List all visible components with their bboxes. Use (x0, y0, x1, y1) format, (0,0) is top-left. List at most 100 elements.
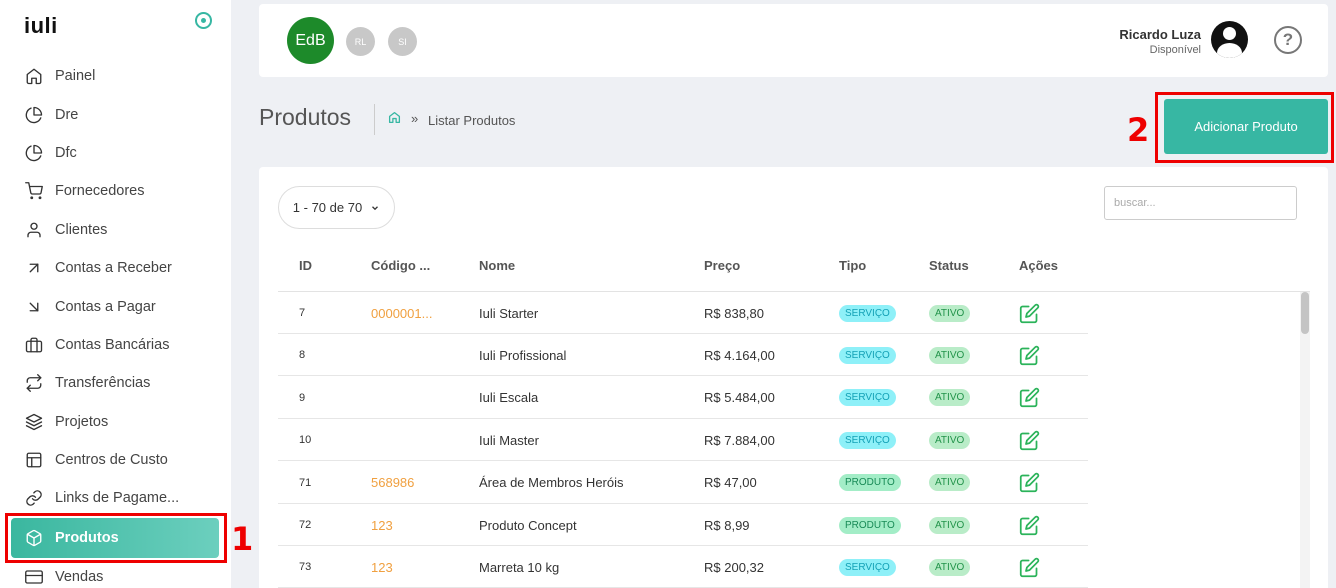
cell-price: R$ 8,99 (704, 517, 750, 533)
home-icon (24, 66, 44, 86)
user-avatar[interactable] (1211, 21, 1248, 58)
status-badge: ATIVO (929, 431, 971, 449)
type-badge: PRODUTO (839, 516, 901, 534)
sidebar-item-label: Fornecedores (55, 183, 145, 200)
cell-code: 568986 (371, 475, 415, 491)
link-icon (24, 488, 44, 508)
cell-code: 0000001... (371, 305, 433, 321)
annotation-box-1 (5, 513, 227, 563)
sidebar-item-label: Clientes (55, 221, 108, 238)
pagination-select[interactable]: 1 - 70 de 70 (278, 186, 395, 229)
cell-id: 10 (299, 434, 312, 447)
cell-code: 123 (371, 559, 393, 575)
page-title: Produtos (259, 104, 352, 130)
company-avatar[interactable]: RL (346, 27, 375, 56)
company-avatar[interactable]: SI (388, 27, 417, 56)
arrow-up-right-icon (24, 258, 44, 278)
edit-icon[interactable] (1019, 546, 1040, 588)
cell-price: R$ 5.484,00 (704, 390, 775, 406)
table-row: 9 Iuli Escala R$ 5.484,00 SERVIÇO ATIVO (278, 377, 1088, 419)
user-name[interactable]: Ricardo Luza (1119, 27, 1201, 42)
breadcrumb: Listar Produtos (428, 113, 516, 128)
pie-chart-icon (24, 105, 44, 125)
annotation-box-2 (1155, 92, 1334, 163)
table-header: ID Código ... Nome Preço Tipo Status Açõ… (278, 248, 1310, 292)
sidebar-item-links-de-pagamento[interactable]: Links de Pagame... (0, 479, 231, 517)
column-header-codigo[interactable]: Código ... (371, 258, 431, 273)
sidebar-item-contas-a-pagar[interactable]: Contas a Pagar (0, 287, 231, 325)
sidebar-item-dre[interactable]: Dre (0, 95, 231, 133)
cell-id: 71 (299, 476, 312, 489)
sidebar-item-produtos[interactable]: Produtos (11, 517, 219, 558)
chevron-down-icon (372, 205, 379, 210)
layers-icon (24, 412, 44, 432)
cart-icon (24, 181, 44, 201)
table-row: 8 Iuli Profissional R$ 4.164,00 SERVIÇO ATIV… (278, 334, 1088, 377)
sidebar-item-label: Dre (55, 106, 79, 123)
pie-chart-icon (24, 143, 44, 163)
scrollbar-track[interactable] (1300, 292, 1310, 588)
settings-circle-icon[interactable] (195, 12, 212, 29)
sidebar-item-projetos[interactable]: Projetos (0, 403, 231, 441)
sidebar-item-dfc[interactable]: Dfc (0, 134, 231, 172)
title-divider (374, 104, 375, 135)
sidebar-item-label: Dfc (55, 144, 77, 161)
search-input[interactable] (1104, 186, 1297, 220)
edit-icon[interactable] (1019, 462, 1040, 504)
column-header-status[interactable]: Status (929, 258, 969, 273)
cell-name: Iuli Escala (479, 390, 539, 406)
scrollbar-thumb[interactable] (1301, 292, 1309, 334)
home-icon[interactable] (388, 111, 401, 129)
help-icon[interactable]: ? (1274, 26, 1302, 54)
box-icon (24, 528, 44, 548)
sidebar-item-transferencias[interactable]: Transferências (0, 364, 231, 402)
sidebar-item-label: Produtos (55, 529, 119, 546)
edit-icon[interactable] (1019, 292, 1040, 334)
table-row: 73 123 Marreta 10 kg R$ 200,32 SERVIÇO ATIVO (278, 546, 1088, 588)
status-badge: ATIVO (929, 558, 971, 576)
status-badge: ATIVO (929, 516, 971, 534)
sidebar-item-fornecedores[interactable]: Fornecedores (0, 172, 231, 210)
cell-id: 7 (299, 307, 306, 319)
type-badge: PRODUTO (839, 474, 901, 492)
cell-id: 8 (299, 349, 306, 362)
sidebar-item-contas-a-receber[interactable]: Contas a Receber (0, 249, 231, 287)
edit-icon[interactable] (1019, 377, 1040, 419)
edit-icon[interactable] (1019, 419, 1040, 461)
sidebar-item-label: Contas a Pagar (55, 298, 156, 315)
column-header-tipo[interactable]: Tipo (839, 258, 867, 273)
sidebar-item-centros-de-custo[interactable]: Centros de Custo (0, 441, 231, 479)
type-badge: SERVIÇO (839, 558, 896, 576)
arrow-down-right-icon (24, 297, 44, 317)
column-header-id[interactable]: ID (299, 258, 312, 273)
sidebar-nav: Painel Dre Dfc Fornecedores Clientes Con… (0, 57, 231, 588)
table-row: 71 568986 Área de Membros Heróis R$ 47,00 PR… (278, 462, 1088, 504)
cell-name: Iuli Profissional (479, 347, 567, 363)
edit-icon[interactable] (1019, 504, 1040, 546)
column-header-preco[interactable]: Preço (704, 258, 741, 273)
table-row: 7 0000001... Iuli Starter R$ 838,80 SERVIÇO A… (278, 292, 1088, 334)
cell-name: Iuli Master (479, 432, 539, 448)
sidebar-item-painel[interactable]: Painel (0, 57, 231, 95)
cell-price: R$ 7.884,00 (704, 432, 775, 448)
cell-name: Produto Concept (479, 517, 577, 533)
sidebar-item-vendas[interactable]: Vendas (0, 558, 231, 588)
type-badge: SERVIÇO (839, 431, 896, 449)
cell-name: Área de Membros Heróis (479, 475, 624, 491)
cell-id: 73 (299, 561, 312, 574)
add-product-button[interactable]: Adicionar Produto (1164, 99, 1328, 154)
column-header-nome[interactable]: Nome (479, 258, 516, 273)
table-row: 72 123 Produto Concept R$ 8,99 PRODUTO ATIVO (278, 504, 1088, 546)
sidebar-item-contas-bancarias[interactable]: Contas Bancárias (0, 326, 231, 364)
sidebar-item-label: Transferências (55, 375, 151, 392)
app-logo[interactable]: iuli (24, 13, 58, 38)
cell-price: R$ 838,80 (704, 305, 764, 321)
company-avatar[interactable]: EdB (287, 17, 334, 64)
repeat-icon (24, 373, 44, 393)
annotation-number-1: 1 (231, 520, 254, 558)
cell-price: R$ 47,00 (704, 475, 757, 491)
sidebar-item-clientes[interactable]: Clientes (0, 211, 231, 249)
sidebar-item-label: Projetos (55, 413, 109, 430)
edit-icon[interactable] (1019, 334, 1040, 376)
cell-name: Iuli Starter (479, 305, 539, 321)
